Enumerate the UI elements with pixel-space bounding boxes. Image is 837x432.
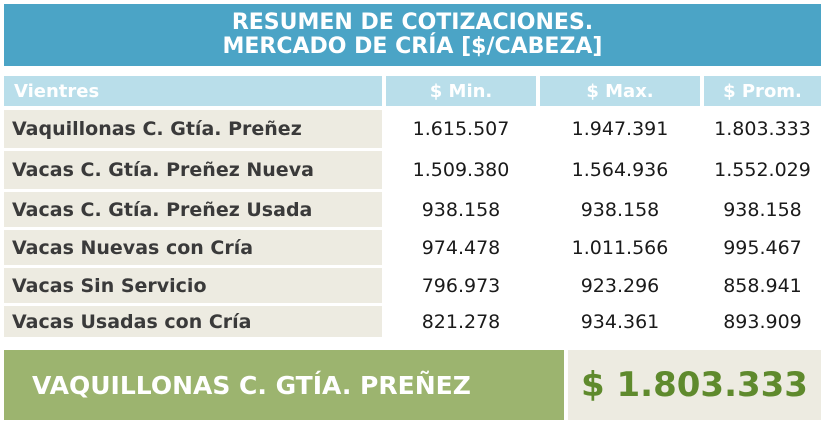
- cell-max: 923.296: [580, 274, 660, 297]
- column-header-max: $ Max.: [540, 76, 700, 106]
- column-header-min: $ Min.: [386, 76, 536, 106]
- cell-prom: 995.467: [723, 236, 802, 259]
- row-label: Vacas Usadas con Cría: [4, 306, 382, 337]
- title-line-2: MERCADO DE CRÍA [$/CABEZA]: [222, 34, 603, 59]
- cell-max: 1.564.936: [571, 159, 669, 181]
- highlight-label: VAQUILLONAS C. GTÍA. PREÑEZ: [4, 350, 564, 420]
- row-label: Vaquillonas C. Gtía. Preñez: [4, 110, 382, 148]
- cell-min: 1.509.380: [412, 159, 510, 181]
- row-label: Vacas C. Gtía. Preñez Usada: [4, 192, 382, 227]
- cell-max: 938.158: [580, 198, 660, 221]
- cell-prom: 893.909: [723, 310, 802, 333]
- row-label: Vacas Sin Servicio: [4, 268, 382, 303]
- cell-min: 938.158: [421, 198, 501, 221]
- cell-min: 1.615.507: [412, 118, 510, 140]
- highlight-value: $ 1.803.333: [568, 350, 821, 420]
- cell-prom: 1.803.333: [714, 118, 811, 140]
- row-label: Vacas Nuevas con Cría: [4, 230, 382, 265]
- title-line-1: RESUMEN DE COTIZACIONES.: [231, 10, 594, 35]
- cell-max: 934.361: [580, 310, 660, 333]
- cell-min: 796.973: [421, 274, 501, 297]
- row-label: Vacas C. Gtía. Preñez Nueva: [4, 151, 382, 189]
- cell-prom: 858.941: [723, 274, 802, 297]
- cell-max: 1.011.566: [571, 236, 669, 259]
- column-header-vientres: Vientres: [4, 76, 382, 106]
- cell-prom: 938.158: [723, 198, 802, 221]
- cell-prom: 1.552.029: [714, 159, 811, 181]
- column-header-prom: $ Prom.: [704, 76, 821, 106]
- title-banner: RESUMEN DE COTIZACIONES. MERCADO DE CRÍA…: [4, 4, 821, 66]
- cell-max: 1.947.391: [571, 118, 669, 140]
- cell-min: 821.278: [421, 310, 501, 333]
- cell-min: 974.478: [421, 236, 501, 259]
